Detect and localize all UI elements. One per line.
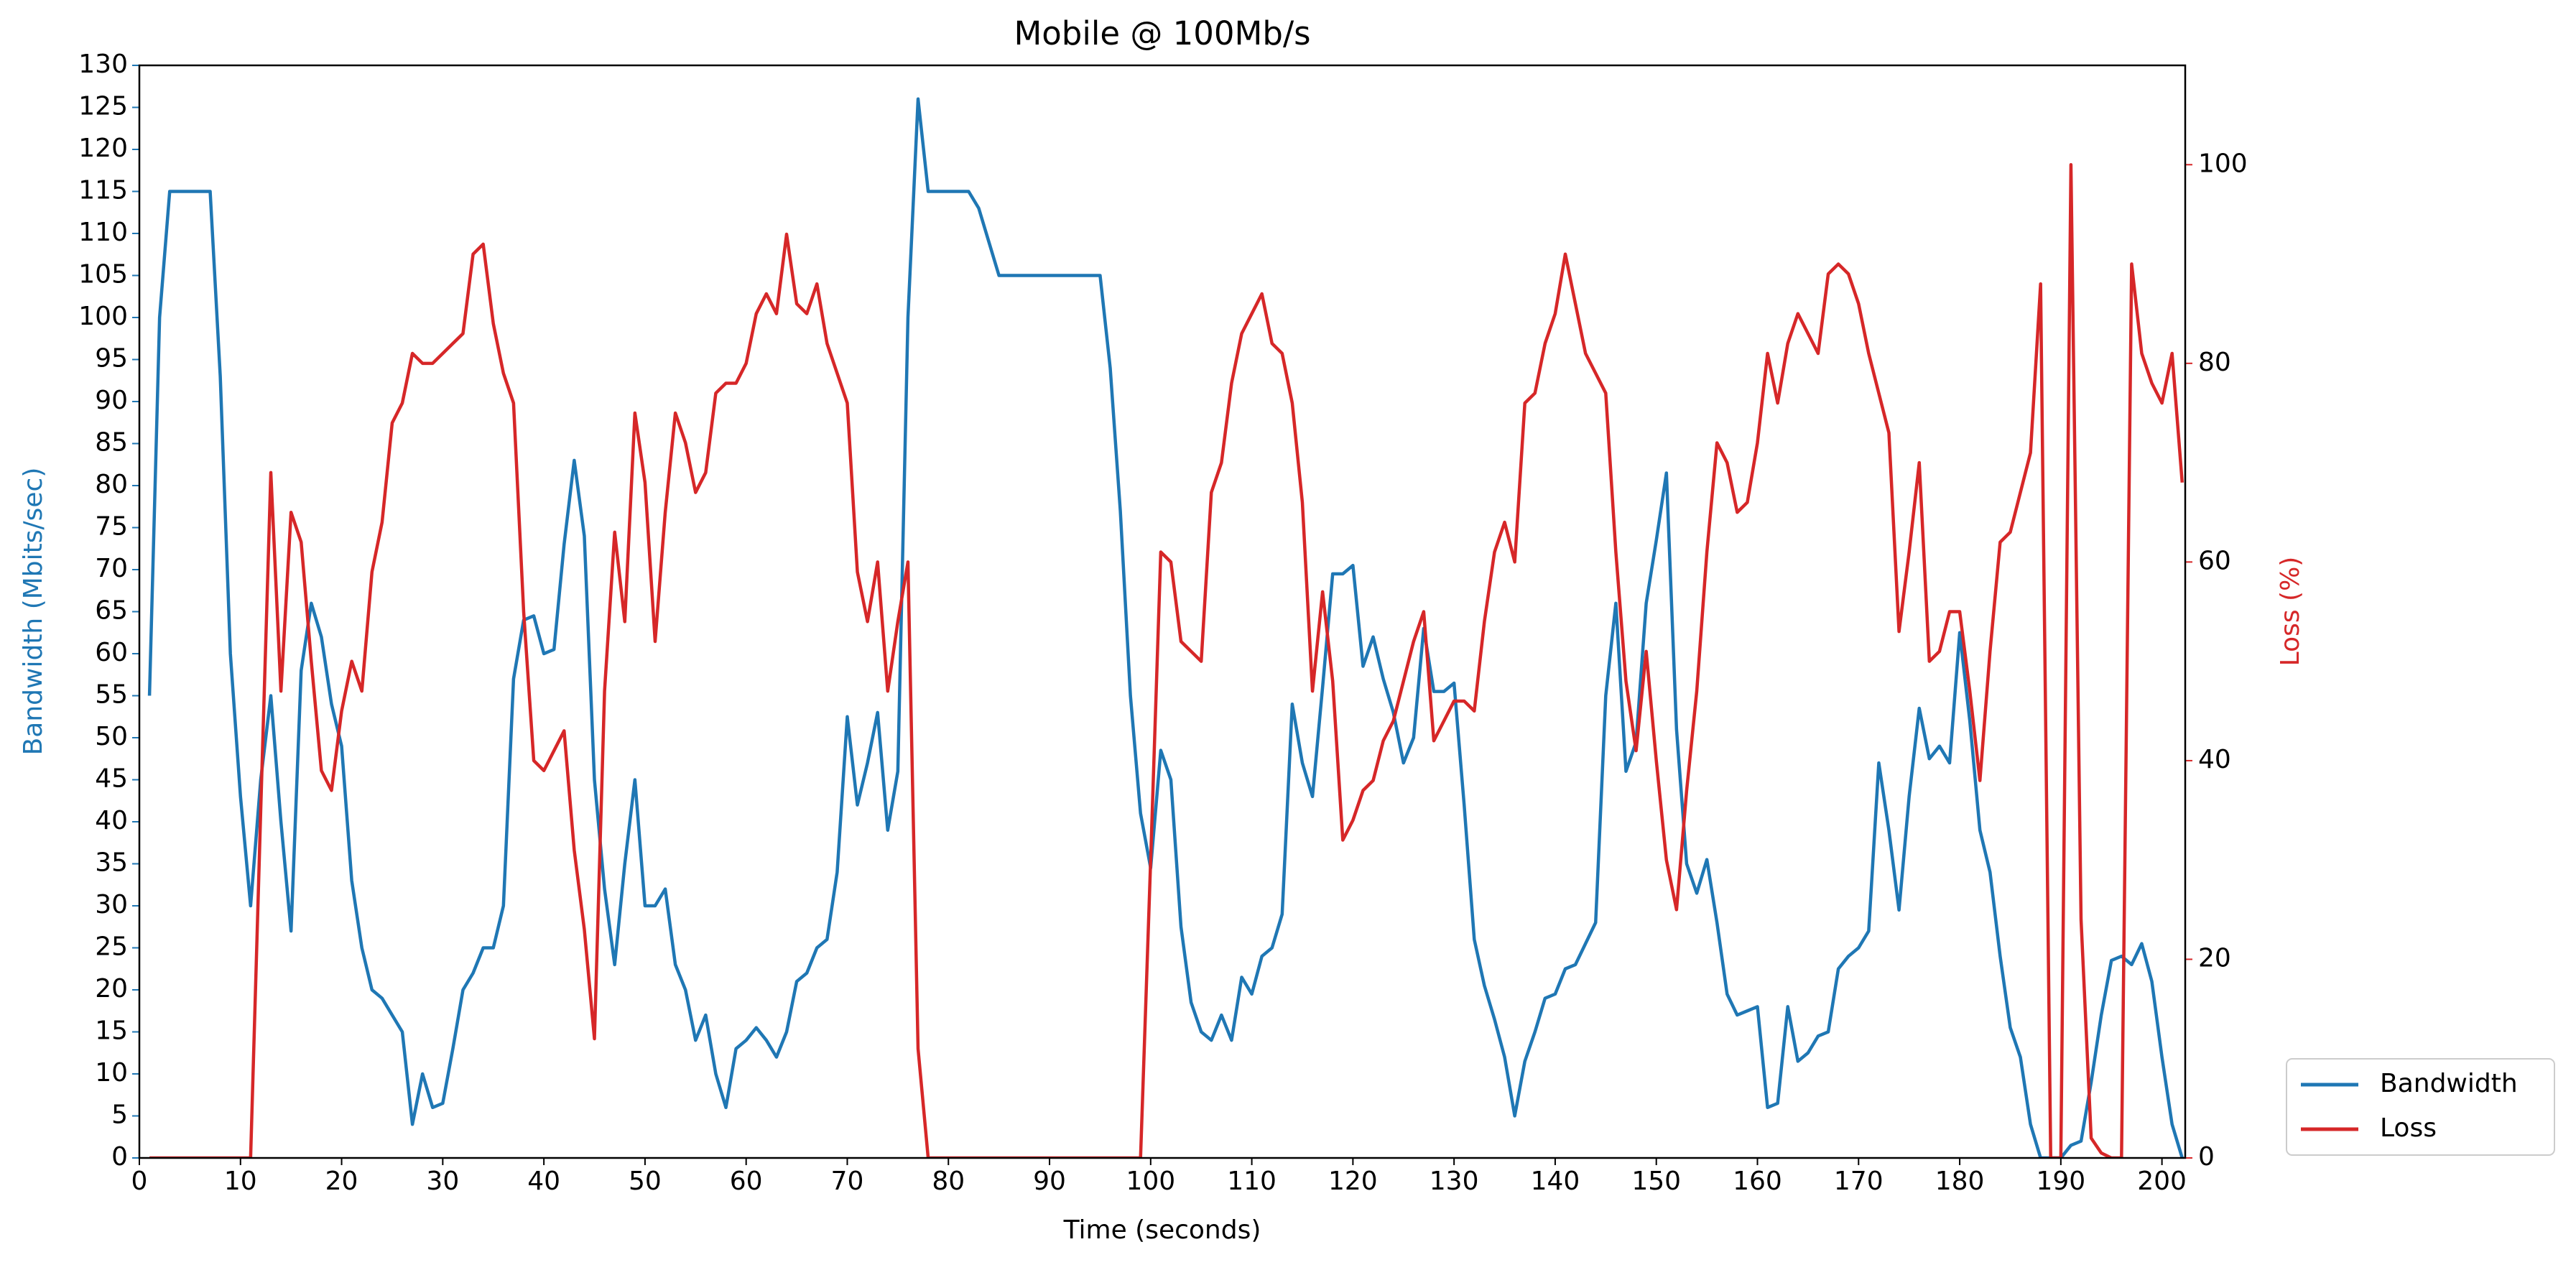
y-tick-label: 120 xyxy=(78,134,128,163)
x-tick-label: 130 xyxy=(1430,1167,1479,1196)
x-tick-label: 100 xyxy=(1126,1167,1175,1196)
x-tick-label: 50 xyxy=(629,1167,662,1196)
y-tick-label: 115 xyxy=(78,176,128,205)
y-tick-label: 125 xyxy=(78,92,128,121)
legend-label: Bandwidth xyxy=(2380,1069,2518,1098)
x-axis-label: Time (seconds) xyxy=(1063,1215,1261,1245)
x-tick-label: 170 xyxy=(1834,1167,1884,1196)
y-tick-label: 10 xyxy=(95,1058,128,1088)
y2-tick-label: 20 xyxy=(2198,943,2231,973)
y-tick-label: 35 xyxy=(95,848,128,878)
y2-tick-label: 60 xyxy=(2198,546,2231,575)
x-tick-label: 120 xyxy=(1328,1167,1378,1196)
y-tick-label: 25 xyxy=(95,932,128,962)
y-tick-label: 60 xyxy=(95,638,128,667)
y2-tick-label: 0 xyxy=(2198,1142,2215,1172)
x-tick-label: 0 xyxy=(131,1167,148,1196)
x-tick-label: 30 xyxy=(426,1167,459,1196)
y-tick-label: 45 xyxy=(95,764,128,794)
x-tick-label: 40 xyxy=(527,1167,560,1196)
y2-axis-label: Loss (%) xyxy=(2276,557,2305,667)
x-tick-label: 140 xyxy=(1531,1167,1580,1196)
series-line xyxy=(149,163,2184,1158)
y-tick-label: 65 xyxy=(95,596,128,626)
y-tick-label: 0 xyxy=(111,1142,128,1172)
x-tick-label: 60 xyxy=(730,1167,763,1196)
x-tick-label: 200 xyxy=(2137,1167,2187,1196)
y-tick-label: 110 xyxy=(78,218,128,247)
y-tick-label: 130 xyxy=(78,50,128,79)
y-tick-label: 75 xyxy=(95,512,128,542)
y-tick-label: 100 xyxy=(78,302,128,331)
x-tick-label: 110 xyxy=(1227,1167,1277,1196)
x-tick-label: 180 xyxy=(1935,1167,1985,1196)
y2-tick-label: 80 xyxy=(2198,348,2231,377)
x-tick-label: 160 xyxy=(1733,1167,1782,1196)
x-tick-label: 150 xyxy=(1631,1167,1681,1196)
y-tick-label: 20 xyxy=(95,974,128,1004)
y-tick-label: 15 xyxy=(95,1016,128,1046)
x-tick-label: 190 xyxy=(2036,1167,2085,1196)
y2-tick-label: 100 xyxy=(2198,149,2248,178)
y-tick-label: 50 xyxy=(95,722,128,751)
y-tick-label: 5 xyxy=(111,1100,128,1130)
x-tick-label: 80 xyxy=(932,1167,965,1196)
chart-title: Mobile @ 100Mb/s xyxy=(1014,14,1310,52)
y-axis-label: Bandwidth (Mbits/sec) xyxy=(19,468,48,756)
x-tick-label: 90 xyxy=(1033,1167,1066,1196)
x-tick-label: 20 xyxy=(325,1167,358,1196)
y-tick-label: 30 xyxy=(95,890,128,919)
y-tick-label: 105 xyxy=(78,260,128,289)
series-line xyxy=(147,97,2184,1158)
y-tick-label: 85 xyxy=(95,428,128,458)
y2-tick-label: 40 xyxy=(2198,745,2231,774)
x-tick-label: 10 xyxy=(224,1167,257,1196)
y-tick-label: 55 xyxy=(95,680,128,710)
y-tick-label: 80 xyxy=(95,470,128,499)
y-tick-label: 95 xyxy=(95,344,128,374)
y-tick-label: 90 xyxy=(95,386,128,415)
y-tick-label: 70 xyxy=(95,554,128,583)
y-tick-label: 40 xyxy=(95,806,128,835)
plot-frame xyxy=(138,64,2187,1159)
x-tick-label: 70 xyxy=(831,1167,864,1196)
legend-label: Loss xyxy=(2380,1113,2437,1143)
